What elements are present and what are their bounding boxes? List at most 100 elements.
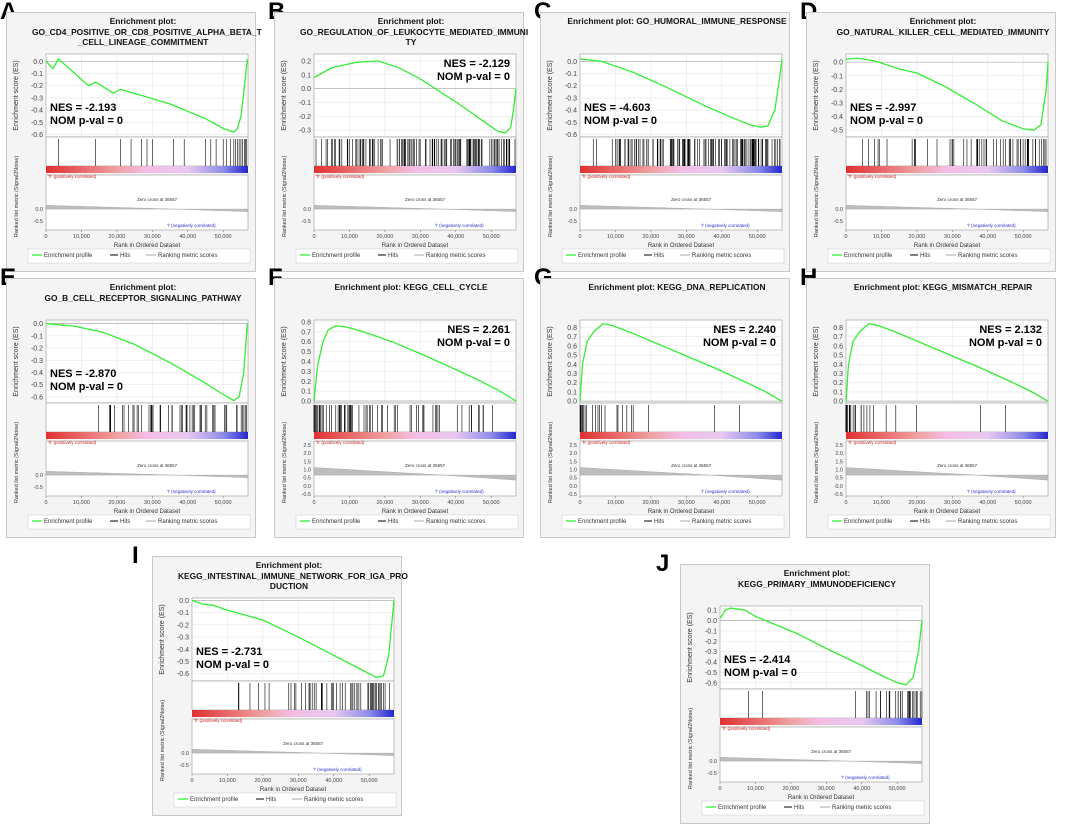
legend-box: [27, 248, 251, 264]
x-tick-label: 40,000: [979, 234, 996, 240]
positively-correlated-label: 'h' (positively correlated): [316, 174, 365, 179]
legend-enrichment-profile: Enrichment profile: [844, 253, 893, 259]
legend-box: [561, 514, 785, 530]
es-tick-label: -0.4: [565, 108, 577, 115]
metric-tick-label: -0.5: [834, 492, 843, 498]
enrichment-profile-line: [313, 60, 517, 134]
enrichment-profile-line: [579, 323, 783, 402]
legend-box: [295, 248, 519, 264]
ranking-metric-fill: [313, 467, 517, 481]
legend-enrichment-profile: Enrichment profile: [578, 253, 627, 259]
es-tick-label: -0.5: [31, 120, 43, 127]
x-tick-label: 50,000: [749, 500, 766, 506]
metric-axis-label: Ranked list metric (Signal2Noise): [814, 156, 820, 237]
es-tick-label: 0.1: [567, 389, 577, 396]
hits-area: [845, 136, 1049, 167]
enrichment-plot: 0.8 0.7 0.6 0.5 0.4 0.3 0.2 0.1 0.0 NES = 2.240NO…: [540, 278, 790, 538]
metric-area: [845, 440, 1049, 497]
panel-letter: J: [656, 550, 670, 577]
legend-hits: Hits: [794, 805, 804, 811]
zero-cross-label: Zero cross at 36557: [671, 197, 712, 202]
es-tick-label: -0.3: [299, 128, 311, 135]
panel-title: Enrichment plot: GO_CD4_POSITIVE_OR_CD8_…: [32, 16, 262, 47]
es-tick-label: 0.1: [301, 389, 311, 396]
es-tick-label: 0.4: [301, 359, 311, 366]
panel-title: Enrichment plot: KEGG_DNA_REPLICATION: [588, 282, 766, 292]
es-plot-area: [313, 53, 517, 138]
x-axis-label: Rank in Ordered Dataset: [648, 509, 715, 515]
metric-tick-label: 1.5: [303, 459, 311, 465]
x-axis-label: Rank in Ordered Dataset: [382, 243, 449, 249]
x-tick-label: 30,000: [412, 234, 429, 240]
metric-area: [579, 440, 783, 497]
es-axis-label: Enrichment score (ES): [547, 60, 554, 130]
x-axis-label: Rank in Ordered Dataset: [260, 787, 327, 793]
x-tick-label: 30,000: [818, 786, 835, 792]
pval-label: NOM p-val = 0: [437, 71, 510, 83]
enrichment-plot: 0.0 -0.1 -0.2 -0.3 -0.4 -0.5 -0.6 NES = -2.870N…: [6, 278, 256, 538]
x-tick-label: 20,000: [254, 778, 271, 784]
x-tick-label: 50,000: [1015, 234, 1032, 240]
metric-tick-label: -0.5: [180, 763, 189, 769]
legend-hits: Hits: [266, 797, 276, 803]
ranking-color-bar: [580, 432, 782, 439]
x-tick-label: 20,000: [782, 786, 799, 792]
x-tick-label: 40,000: [853, 786, 870, 792]
panel-letter: I: [132, 542, 139, 569]
metric-area: [45, 440, 249, 497]
es-tick-label: -0.2: [705, 639, 717, 646]
legend-ranking-metric: Ranking metric scores: [304, 797, 363, 803]
ranking-color-bar: [192, 710, 394, 717]
enrichment-profile-line: [579, 58, 783, 128]
enrichment-profile-line: [191, 599, 395, 678]
zero-cross-label: Zero cross at 36557: [137, 197, 178, 202]
es-tick-label: -0.1: [831, 73, 843, 80]
es-tick-label: 0.0: [833, 60, 843, 67]
metric-area: [719, 726, 923, 783]
x-tick-label: 10,000: [873, 234, 890, 240]
es-tick-label: 0.5: [833, 353, 843, 360]
ranking-color-bar: [314, 166, 516, 173]
metric-tick-label: 2.0: [303, 451, 311, 457]
metric-tick-label: 2.0: [569, 451, 577, 457]
legend-hits: Hits: [654, 253, 664, 259]
es-tick-label: -0.1: [705, 628, 717, 635]
ranking-metric-fill: [845, 467, 1049, 481]
x-tick-label: 0: [844, 500, 847, 506]
es-axis-label: Enrichment score (ES): [547, 326, 554, 396]
metric-area: [579, 174, 783, 231]
es-tick-label: 0.7: [833, 334, 843, 341]
x-tick-label: 40,000: [179, 234, 196, 240]
es-tick-label: 0.8: [833, 325, 843, 332]
es-tick-label: 0.1: [707, 608, 717, 615]
es-tick-label: 0.4: [567, 362, 577, 369]
negatively-correlated-label: 'l' (negatively correlated): [167, 223, 216, 228]
es-tick-label: 0.6: [301, 339, 311, 346]
nes-label: NES = -4.603: [584, 102, 650, 114]
panel-b: BEnrichment plot: GO_REGULATION_OF_LEUKO…: [268, 0, 528, 272]
es-tick-label: 0.2: [301, 379, 311, 386]
enrichment-profile-line: [45, 57, 248, 133]
x-tick-label: 20,000: [376, 234, 393, 240]
metric-tick-label: 2.5: [303, 443, 311, 449]
nes-label: NES = 2.240: [713, 324, 776, 336]
x-tick-label: 0: [718, 786, 721, 792]
metric-tick-label: 0.5: [835, 476, 843, 482]
panel-e: E Enrichment plot: GO_B_CELL_RECEPTOR_SIG…: [0, 266, 256, 538]
x-tick-label: 0: [312, 500, 315, 506]
x-tick-label: 30,000: [678, 500, 695, 506]
es-tick-label: 0.0: [567, 399, 577, 406]
es-tick-label: 0.5: [567, 353, 577, 360]
es-tick-label: 0.7: [567, 334, 577, 341]
es-tick-label: 0.6: [833, 343, 843, 350]
panel-c: CEnrichment plot: GO_HUMORAL_IMMUNE_RESP…: [534, 0, 790, 272]
nes-label: NES = -2.731: [196, 646, 262, 658]
pval-label: NOM p-val = 0: [724, 667, 797, 679]
negatively-correlated-label: 'l' (negatively correlated): [313, 767, 362, 772]
x-tick-label: 40,000: [447, 500, 464, 506]
nes-label: NES = 2.132: [979, 324, 1042, 336]
metric-axis-label: Ranked list metric (Signal2Noise): [14, 156, 20, 237]
legend-ranking-metric: Ranking metric scores: [958, 253, 1017, 259]
metric-tick-label: 1.5: [569, 459, 577, 465]
